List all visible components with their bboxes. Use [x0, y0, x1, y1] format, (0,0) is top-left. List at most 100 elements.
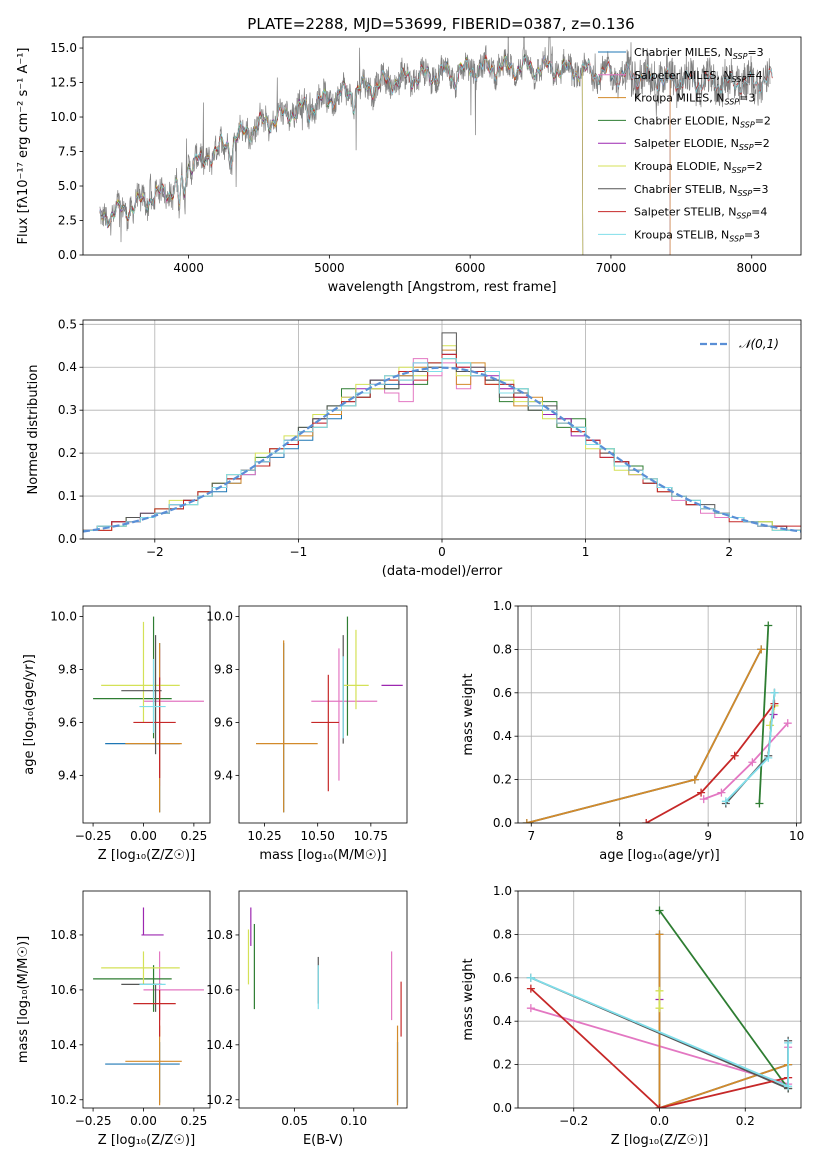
y-tick-label: 0.8	[493, 642, 512, 656]
errorbar-salpeter-stelib	[133, 989, 176, 1037]
y-tick-label: 0.4	[493, 729, 512, 743]
errorbar-salpeter-elodie	[141, 907, 164, 936]
y-axis-label: mass [log₁₀(M/M☉)]	[16, 936, 31, 1063]
x-tick-label: 7	[527, 829, 535, 843]
errorbar-kroupa-stelib	[139, 658, 166, 734]
x-tick-label: 10	[789, 829, 804, 843]
y-tick-label: 5.0	[58, 179, 77, 193]
axes-frame	[82, 36, 802, 256]
y-tick-label: 0.4	[493, 1014, 512, 1028]
spectrum-panel: 4000 5000 6000 7000 8000 0.0 2.5 5.0 7.5 10.0 12.5…	[16, 36, 802, 295]
legend-entry-label: Salpeter STELIB, NSSP=4	[634, 206, 767, 221]
weights-kroupa-stelib	[721, 688, 779, 806]
plot-content	[93, 616, 204, 813]
y-axis-label: age [log₁₀(age/yr)]	[22, 654, 37, 775]
errorbar-kroupa-elodie	[343, 629, 369, 710]
axes-frame	[517, 605, 802, 824]
weight-line	[645, 703, 776, 823]
weight-marker	[522, 819, 531, 823]
x-tick-label: 8000	[736, 261, 767, 275]
x-tick-label: −0.2	[559, 1114, 588, 1128]
x-tick-label: 10.75	[354, 829, 388, 843]
x-tick-label: 0.0	[650, 1114, 669, 1128]
plot-content	[256, 616, 403, 813]
weight-vs-z-panel: −0.2 0.0 0.2 0.0 0.2 0.4 0.6 0.8 1.0 Z [log₁₀(Z/Z…	[461, 884, 802, 1148]
weight-marker	[764, 621, 773, 630]
y-tick-label: 10.4	[50, 1038, 77, 1052]
weights-salpeter-stelib	[642, 699, 779, 823]
plot-content	[93, 907, 204, 1106]
weight-marker	[766, 721, 775, 730]
x-tick-label: 8	[616, 829, 624, 843]
errorbar-kroupa-miles	[125, 1025, 182, 1106]
x-axis-label: (data-model)/error	[382, 564, 503, 579]
weight-marker	[757, 645, 766, 654]
weight-marker	[755, 799, 764, 808]
axes-frame	[517, 890, 802, 1109]
y-tick-label: 0.2	[493, 1058, 512, 1072]
legend-entry-label: Kroupa MILES, NSSP=3	[634, 92, 755, 107]
y-tick-label: 0.4	[58, 360, 77, 374]
errorbar-salpeter-stelib	[133, 677, 176, 779]
y-tick-label: 1.0	[493, 599, 512, 613]
x-tick-label: 0.2	[736, 1114, 755, 1128]
figure-title: PLATE=2288, MJD=53699, FIBERID=0387, z=0…	[247, 15, 634, 33]
spectrum-legend: Chabrier MILES, NSSP=3 Salpeter MILES, NS…	[598, 46, 771, 243]
weight-marker	[770, 688, 779, 697]
weight-marker	[748, 758, 757, 767]
x-tick-label: 0.10	[340, 1114, 367, 1128]
axes-frame	[82, 605, 211, 824]
y-tick-label: 10.8	[206, 928, 233, 942]
x-tick-label: 0	[438, 545, 446, 559]
x-tick-label: −0.25	[75, 829, 112, 843]
x-tick-label: 7000	[596, 261, 627, 275]
weight-marker	[526, 984, 535, 993]
x-axis-label: Z [log₁₀(Z/Z☉)]	[98, 848, 195, 863]
y-axis-label: Flux [fλ10⁻¹⁷ erg cm⁻² s⁻¹ A⁻¹]	[16, 48, 31, 245]
y-tick-label: 7.5	[58, 145, 77, 159]
errorbar-kroupa-elodie	[101, 951, 180, 985]
weight-marker	[699, 795, 708, 804]
y-tick-label: 0.2	[493, 773, 512, 787]
weight-marker	[717, 788, 726, 797]
axes-frame	[238, 890, 408, 1109]
plot-content	[247, 907, 402, 1106]
gaussian-legend-label: 𝒩(0,1)	[739, 337, 779, 351]
y-tick-label: 1.0	[493, 884, 512, 898]
y-tick-label: 0.1	[58, 489, 77, 503]
legend-entry-label: Salpeter MILES, NSSP=4	[634, 69, 763, 84]
age-vs-z-panel: −0.25 0.00 0.25 9.4 9.6 9.8 10.0 Z [log₁₀(Z/Z☉)…	[22, 605, 211, 863]
x-tick-label: −1	[290, 545, 308, 559]
x-tick-label: 0.25	[181, 829, 208, 843]
y-tick-label: 0.6	[493, 971, 512, 985]
y-tick-label: 10.0	[50, 110, 77, 124]
mass-vs-z-panel: −0.25 0.00 0.25 10.2 10.4 10.6 10.8 Z [log₁₀(Z/…	[16, 890, 211, 1148]
y-tick-label: 0.8	[493, 927, 512, 941]
weight-marker	[764, 753, 773, 762]
x-tick-label: 0.05	[281, 1114, 308, 1128]
errorbar-chabrier-stelib	[121, 635, 162, 755]
x-tick-label: 4000	[173, 261, 204, 275]
x-axis-label: Z [log₁₀(Z/Z☉)]	[611, 1133, 708, 1148]
y-tick-label: 15.0	[50, 41, 77, 55]
y-tick-label: 10.2	[206, 1093, 233, 1107]
x-tick-label: 0.00	[130, 829, 157, 843]
model-kroupa-stelib-line	[99, 55, 773, 227]
x-tick-label: 5000	[314, 261, 345, 275]
y-tick-label: 9.6	[214, 715, 233, 729]
y-tick-label: 10.2	[50, 1093, 77, 1107]
weight-marker	[730, 751, 739, 760]
weight-marker	[655, 1104, 664, 1108]
x-tick-label: 0.25	[181, 1114, 208, 1128]
weights-kroupa-elodie	[655, 986, 664, 1013]
y-tick-label: 10.0	[206, 610, 233, 624]
y-tick-label: 0.0	[493, 1101, 512, 1115]
y-axis-label: mass weight	[461, 673, 476, 755]
weight-marker	[697, 788, 706, 797]
y-tick-label: 9.4	[58, 768, 77, 782]
gaussian-curve	[83, 366, 801, 533]
legend-entry-label: Chabrier STELIB, NSSP=3	[634, 183, 768, 198]
x-tick-label: 2	[725, 545, 733, 559]
